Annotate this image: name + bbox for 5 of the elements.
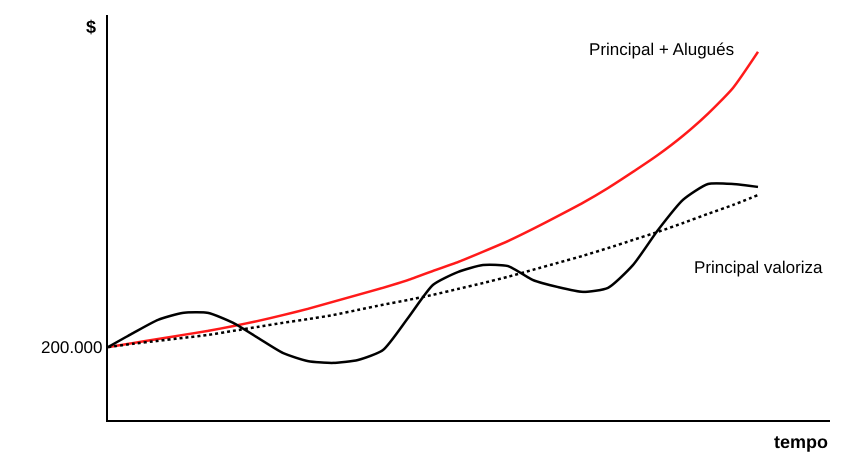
text: Principal valoriza [694, 258, 824, 277]
x-axis-title: tempo [774, 432, 828, 452]
y-axis-title: $ [86, 17, 96, 37]
series-label: Principal + Alugués [589, 40, 734, 59]
annotation: 200.000 [41, 338, 102, 357]
